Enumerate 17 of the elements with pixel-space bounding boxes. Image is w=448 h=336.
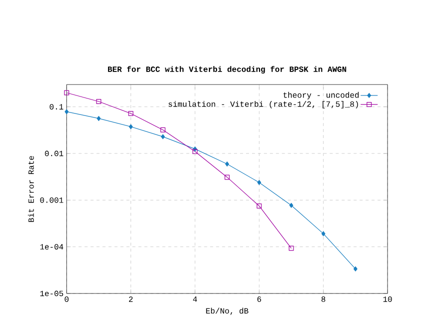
point	[257, 180, 262, 185]
point	[288, 246, 294, 251]
point	[160, 127, 166, 132]
point	[289, 202, 294, 208]
point	[225, 162, 230, 166]
point	[64, 90, 70, 96]
point	[224, 174, 230, 180]
point	[256, 203, 262, 208]
point	[96, 99, 102, 104]
point	[128, 110, 134, 116]
point	[96, 116, 101, 121]
point	[192, 149, 198, 154]
point	[128, 124, 133, 130]
point	[321, 231, 326, 236]
point	[64, 109, 69, 114]
point	[160, 134, 165, 140]
point	[354, 266, 358, 272]
